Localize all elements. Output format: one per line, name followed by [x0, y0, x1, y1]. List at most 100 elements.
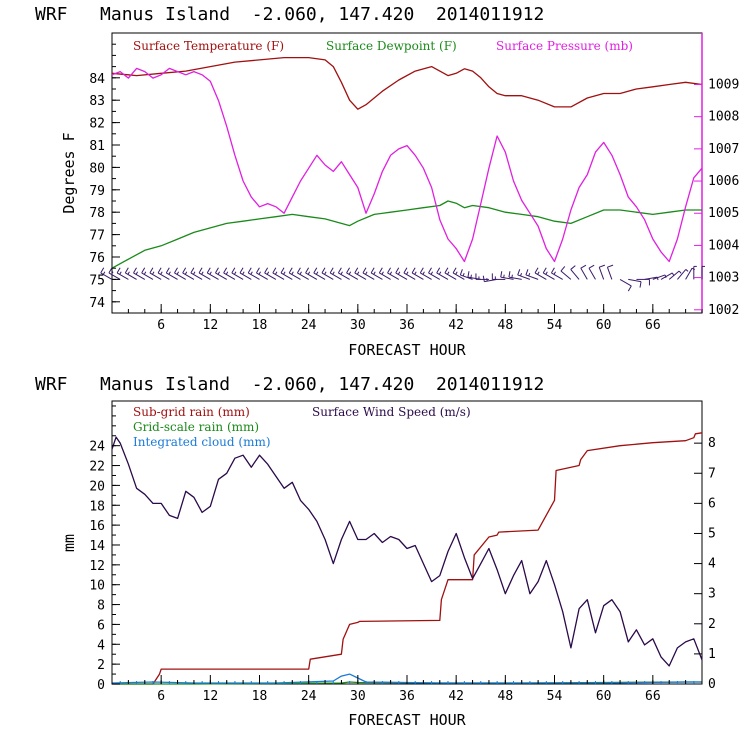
y2-tick-label: 1003 — [708, 271, 739, 286]
wind-barb — [459, 269, 473, 280]
y-tick-label: 76 — [89, 251, 105, 266]
legend-surface-temperature: Surface Temperature (F) — [133, 39, 284, 53]
x-tick-label: 18 — [252, 318, 268, 333]
wind-barb — [411, 267, 424, 280]
y2-tick-label: 6 — [708, 496, 716, 511]
panel1-ticks: 6 12 18 24 30 36 42 48 54 60 66 74 75 76 77 78 79 80 81 82 8… — [89, 32, 739, 333]
y-tick-label: 77 — [89, 229, 105, 244]
x-tick-label: 12 — [203, 689, 219, 704]
series-line-surface-temperature — [111, 56, 703, 110]
series-line-surface-wind-speed — [111, 436, 703, 667]
x-tick-label: 60 — [596, 689, 612, 704]
y-tick-label: 8 — [97, 599, 105, 614]
y-tick-label: 83 — [89, 94, 105, 109]
panel1-xlabel: FORECAST HOUR — [348, 341, 466, 359]
wind-barb — [354, 267, 367, 280]
x-tick-label: 24 — [301, 318, 317, 333]
wind-barb — [296, 267, 309, 280]
wind-barb — [337, 267, 350, 280]
wind-barb — [149, 267, 162, 280]
wind-barb — [108, 267, 121, 280]
wind-barb — [280, 267, 293, 280]
x-tick-label: 42 — [448, 689, 464, 704]
wind-barb — [288, 267, 301, 280]
x-tick-label: 30 — [350, 689, 366, 704]
wind-barb — [500, 271, 514, 280]
legend-surface-pressure: Surface Pressure (mb) — [496, 39, 633, 53]
y2-tick-label: 3 — [708, 587, 716, 602]
wind-barb — [491, 273, 506, 280]
wind-barb — [628, 278, 642, 288]
wind-barb — [580, 264, 588, 280]
wind-barb — [223, 267, 236, 280]
wind-barb — [693, 265, 697, 280]
panel2-title: WRF Manus Island -2.060, 147.420 2014011… — [35, 374, 544, 395]
wind-barb — [165, 267, 178, 280]
y-tick-label: 81 — [89, 139, 105, 154]
x-tick-label: 54 — [547, 689, 563, 704]
wind-barb — [570, 265, 580, 280]
x-tick-label: 12 — [203, 318, 219, 333]
wind-barb — [329, 267, 342, 280]
y-tick-label: 18 — [89, 499, 105, 514]
series-line-sub-grid-rain — [112, 432, 703, 685]
legend-subgrid-rain: Sub-grid rain (mm) — [133, 405, 250, 419]
legend-surface-wind-speed: Surface Wind Speed (m/s) — [312, 405, 471, 419]
y2-tick-label: 1004 — [708, 238, 739, 253]
x-tick-label: 66 — [645, 689, 661, 704]
y-tick-label: 16 — [89, 519, 105, 534]
wind-barb — [174, 267, 186, 280]
panel2-ticks: 6 12 18 24 30 36 42 48 54 60 660246810121416182022… — [89, 405, 716, 704]
panel2-ylabel: mm — [60, 534, 78, 552]
wind-barb — [619, 278, 632, 292]
series-line-surface-dewpoint — [111, 200, 702, 269]
wind-barb — [370, 267, 383, 280]
series-line-surface-pressure — [111, 67, 703, 263]
y-tick-label: 75 — [89, 273, 105, 288]
legend-integrated-cloud: Integrated cloud (mm) — [133, 435, 271, 449]
y2-tick-label: 1008 — [708, 110, 739, 125]
y2-tick-label: 8 — [708, 436, 716, 451]
wind-barb — [517, 269, 531, 280]
x-tick-label: 66 — [645, 318, 661, 333]
y-tick-label: 78 — [89, 206, 105, 221]
wind-barb — [419, 267, 432, 280]
y2-tick-label: 4 — [708, 557, 716, 572]
wind-barb — [378, 267, 391, 280]
wind-barb — [588, 264, 596, 280]
wind-barb — [606, 264, 614, 280]
wind-barb — [428, 267, 441, 280]
y-tick-label: 22 — [89, 460, 105, 475]
x-tick-label: 24 — [301, 689, 317, 704]
wind-barb — [239, 267, 252, 280]
wind-barb — [660, 272, 675, 280]
x-tick-label: 18 — [252, 689, 268, 704]
wind-barb — [100, 267, 113, 280]
wind-barb — [436, 267, 449, 280]
wind-barb — [598, 264, 606, 280]
y2-tick-label: 1007 — [708, 142, 739, 157]
wind-barb — [395, 267, 408, 280]
wind-barb — [231, 267, 244, 280]
y-tick-label: 24 — [89, 440, 105, 455]
y-tick-label: 12 — [89, 559, 105, 574]
wind-barb — [157, 267, 170, 280]
y-tick-label: 4 — [97, 638, 105, 653]
x-tick-label: 30 — [350, 318, 366, 333]
wind-barb — [133, 267, 146, 280]
wind-barb — [452, 267, 465, 280]
y-tick-label: 79 — [89, 184, 105, 199]
x-tick-label: 48 — [498, 689, 514, 704]
legend-gridscale-rain: Grid-scale rain (mm) — [133, 420, 259, 434]
legend-surface-dewpoint: Surface Dewpoint (F) — [326, 39, 457, 53]
wind-barb — [141, 267, 154, 280]
y2-tick-label: 1005 — [708, 206, 739, 221]
wind-barb — [636, 278, 650, 286]
wind-barb — [677, 269, 689, 280]
y-tick-label: 6 — [97, 618, 105, 633]
wind-barb — [701, 265, 705, 280]
y-tick-label: 74 — [89, 296, 105, 311]
wind-barb — [305, 267, 318, 280]
y2-tick-label: 1009 — [708, 77, 739, 92]
